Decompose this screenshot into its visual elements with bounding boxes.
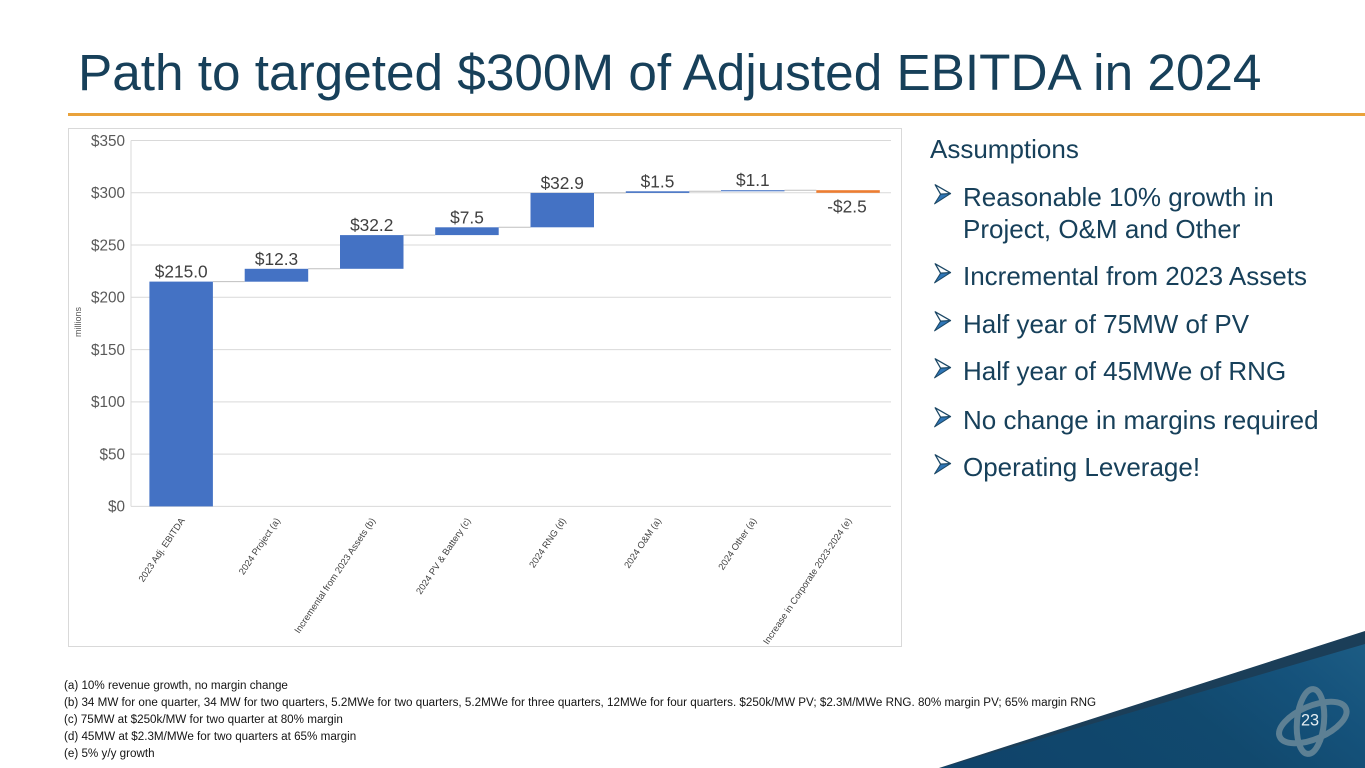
svg-text:$32.2: $32.2: [350, 215, 393, 235]
svg-text:$7.5: $7.5: [450, 207, 484, 227]
svg-text:$300: $300: [91, 185, 125, 202]
svg-text:$50: $50: [99, 446, 125, 463]
svg-text:$150: $150: [91, 342, 125, 359]
svg-text:$200: $200: [91, 290, 125, 307]
svg-text:$1.5: $1.5: [641, 171, 675, 191]
svg-text:$250: $250: [91, 237, 125, 254]
svg-text:$350: $350: [91, 133, 125, 150]
svg-text:millions: millions: [73, 307, 83, 338]
svg-text:$0: $0: [108, 499, 125, 516]
svg-text:-$2.5: -$2.5: [827, 197, 866, 217]
svg-text:$215.0: $215.0: [155, 262, 208, 282]
svg-text:$1.1: $1.1: [736, 170, 770, 190]
svg-text:23: 23: [1301, 712, 1319, 730]
svg-text:$100: $100: [91, 394, 125, 411]
svg-text:$12.3: $12.3: [255, 249, 298, 269]
svg-text:$32.9: $32.9: [541, 173, 584, 193]
